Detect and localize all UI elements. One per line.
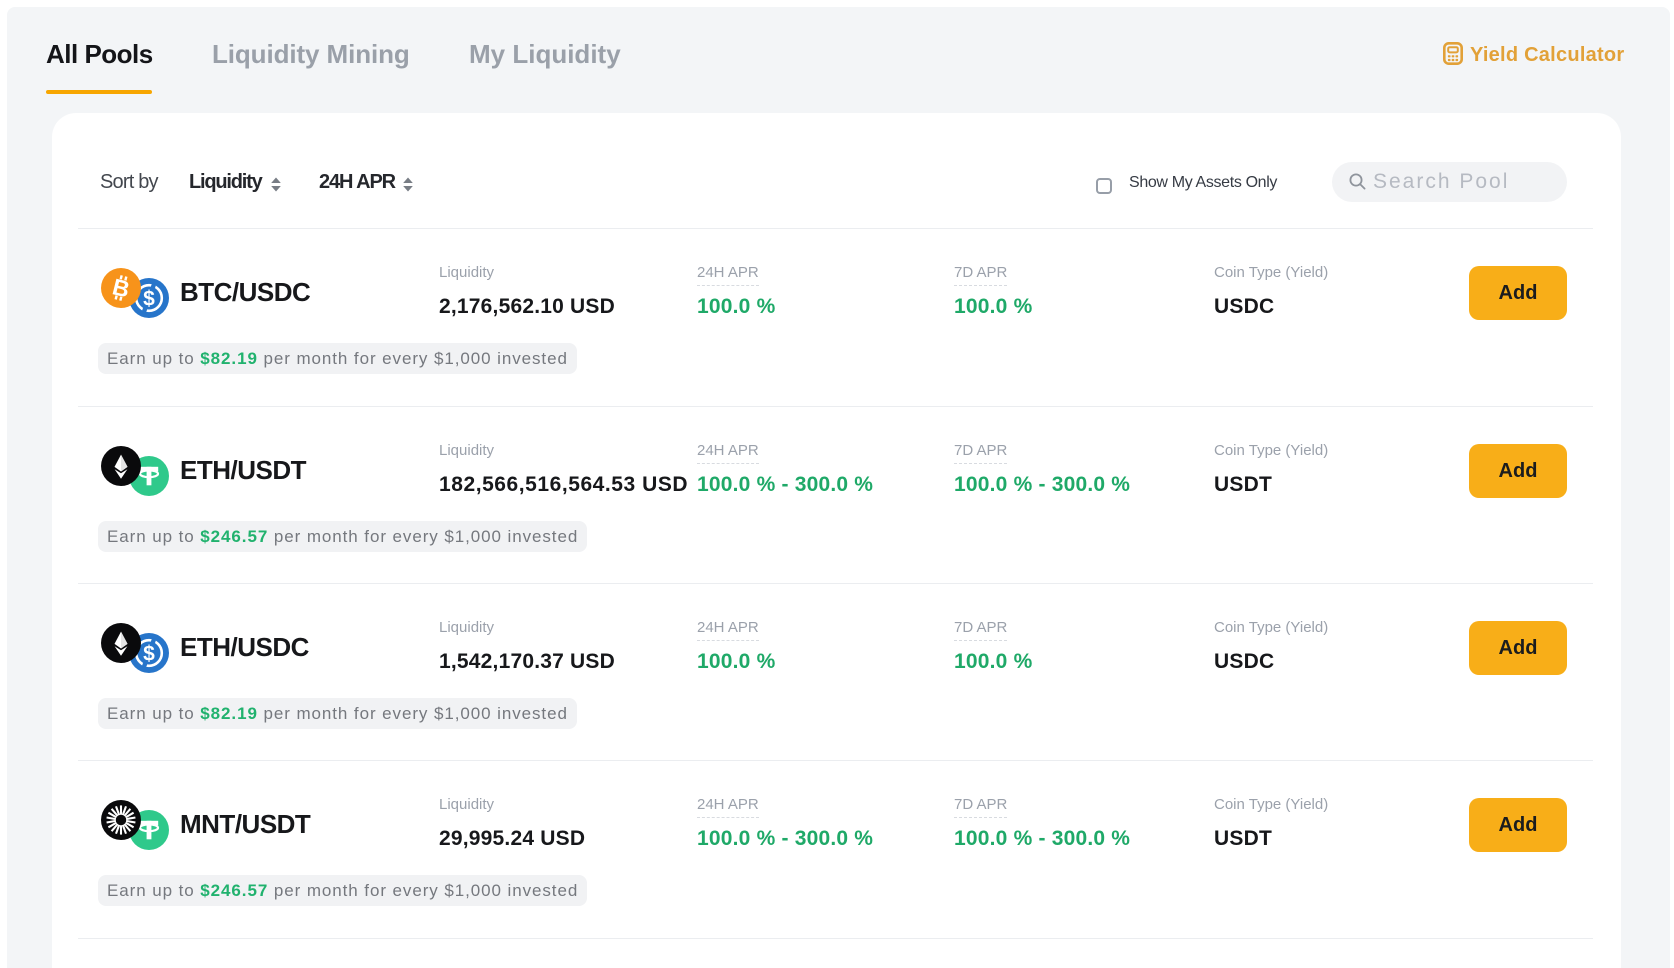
svg-text:$: $: [143, 288, 155, 311]
svg-text:$: $: [143, 643, 155, 666]
